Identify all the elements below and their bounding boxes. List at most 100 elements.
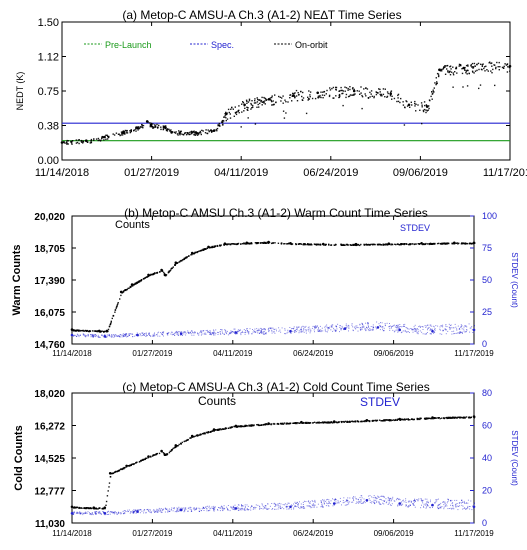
scatter-mark <box>378 501 380 503</box>
panel-warm-counts: (b) Metop-C AMSU Ch.3 (A1-2) Warm Count … <box>11 206 519 358</box>
scatter-mark <box>93 335 95 337</box>
scatter-mark <box>323 499 325 501</box>
scatter-mark <box>92 514 94 516</box>
scatter-mark <box>133 463 135 465</box>
scatter-mark <box>331 422 334 424</box>
scatter-mark <box>303 331 305 333</box>
scatter-mark <box>287 502 289 504</box>
scatter-mark <box>397 325 399 327</box>
scatter-mark <box>316 326 317 328</box>
scatter-mark <box>295 503 297 504</box>
x-tick-label: 11/17/2019 <box>483 167 527 179</box>
scatter-mark <box>311 244 313 246</box>
scatter-mark <box>192 332 194 334</box>
scatter-mark <box>360 329 362 331</box>
scatter-mark <box>339 327 341 328</box>
scatter-mark <box>153 333 155 335</box>
scatter-mark <box>160 332 162 334</box>
y-tick-label: 0.38 <box>38 121 59 133</box>
scatter-mark <box>272 104 274 106</box>
scatter-mark <box>192 508 194 510</box>
scatter-mark <box>305 332 307 334</box>
scatter-mark <box>294 505 295 507</box>
scatter-mark <box>109 335 111 337</box>
scatter-mark <box>395 324 397 326</box>
scatter-mark <box>156 510 157 512</box>
scatter-mark <box>461 72 464 75</box>
scatter-mark <box>404 330 406 332</box>
panel-b-y-tick-labels: 14,760 16,075 17,390 18,705 20,020 <box>34 212 65 351</box>
scatter-mark <box>370 243 372 245</box>
scatter-mark <box>425 418 427 420</box>
scatter-mark <box>187 330 189 332</box>
scatter-mark <box>142 127 144 129</box>
scatter-mark <box>356 501 358 503</box>
scatter-mark <box>365 419 367 422</box>
scatter-mark <box>183 331 185 333</box>
scatter-mark <box>374 496 376 498</box>
scatter-mark <box>139 127 141 129</box>
scatter-mark <box>235 508 237 509</box>
data-point <box>316 91 320 95</box>
scatter-mark <box>264 505 266 507</box>
scatter-mark <box>405 100 407 102</box>
scatter-mark <box>349 501 351 503</box>
scatter-mark <box>417 332 419 334</box>
scatter-mark <box>427 109 429 111</box>
scatter-mark <box>308 422 311 424</box>
scatter-mark <box>271 330 273 332</box>
data-point <box>352 89 356 93</box>
data-point <box>70 505 74 509</box>
scatter-mark <box>308 505 310 507</box>
scatter-mark <box>433 87 435 89</box>
scatter-mark <box>271 423 273 425</box>
scatter-mark <box>312 422 314 424</box>
scatter-mark <box>291 328 292 330</box>
scatter-mark <box>398 504 400 506</box>
scatter-mark <box>331 324 333 326</box>
scatter-mark <box>464 507 466 509</box>
scatter-mark <box>163 331 165 333</box>
scatter-mark <box>106 514 108 515</box>
scatter-mark <box>90 514 92 516</box>
scatter-mark <box>283 508 285 510</box>
scatter-mark <box>308 421 310 424</box>
scatter-mark <box>227 505 229 506</box>
scatter-mark <box>301 326 303 328</box>
scatter-mark <box>166 333 168 335</box>
scatter-mark <box>223 428 225 430</box>
scatter-mark <box>325 93 327 95</box>
scatter-mark <box>108 482 111 484</box>
x-tick-label: 06/24/2019 <box>293 349 334 358</box>
scatter-mark <box>122 132 124 134</box>
scatter-mark <box>446 502 448 504</box>
scatter-mark <box>213 330 215 332</box>
scatter-mark <box>456 328 458 330</box>
scatter-mark <box>200 334 202 336</box>
scatter-mark <box>194 332 196 334</box>
scatter-mark <box>163 125 165 128</box>
scatter-mark <box>217 331 218 333</box>
scatter-mark <box>271 503 273 504</box>
scatter-mark <box>491 72 493 74</box>
scatter-mark <box>238 105 240 107</box>
scatter-mark <box>355 420 357 422</box>
scatter-mark <box>206 510 208 512</box>
scatter-mark <box>316 506 318 508</box>
scatter-mark <box>474 416 476 418</box>
scatter-mark <box>283 504 285 506</box>
scatter-mark <box>181 508 183 510</box>
scatter-mark <box>320 501 322 503</box>
scatter-mark <box>436 499 438 500</box>
y-tick-label: 0.00 <box>38 155 59 167</box>
scatter-mark <box>323 422 325 424</box>
scatter-mark <box>470 327 472 329</box>
scatter-mark <box>201 330 203 332</box>
scatter-mark <box>223 508 225 510</box>
scatter-mark <box>326 421 328 424</box>
scatter-mark <box>397 327 399 329</box>
scatter-mark <box>385 243 387 245</box>
scatter-mark <box>503 65 505 68</box>
data-point <box>70 333 74 337</box>
scatter-mark <box>351 501 353 503</box>
